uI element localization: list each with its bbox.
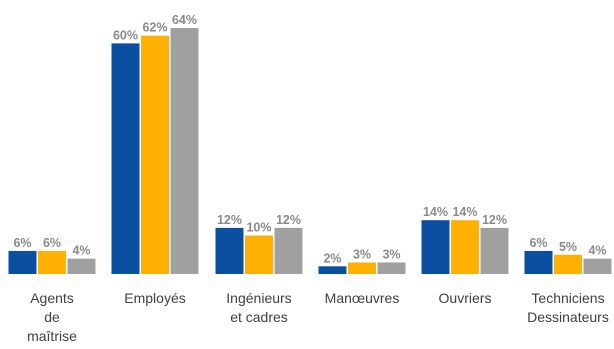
data-label-3-0: 2% [323,251,341,265]
bar-0-0 [8,250,37,274]
data-label-2-1: 10% [246,221,271,235]
category-label-line: Ingénieurs [226,290,291,306]
data-label-3-2: 3% [382,247,400,261]
data-label-5-2: 4% [588,244,606,258]
bar-3-1 [348,262,376,274]
data-label-1-1: 62% [142,21,167,35]
category-label-line: Dessinateurs [527,309,609,325]
data-label-4-0: 14% [423,205,448,219]
category-label-line: Ouvriers [439,290,492,306]
data-label-4-1: 14% [452,205,477,219]
category-label-line: Employés [124,290,185,306]
bar-3-0 [318,266,347,274]
category-label-1: Employés [124,290,185,306]
bar-2-2 [274,227,303,275]
bar-2-0 [215,227,244,275]
bar-1-2 [170,28,199,274]
bar-0-1 [38,250,66,274]
category-label-line: et cadres [230,309,288,325]
data-label-0-1: 6% [43,236,61,250]
bar-1-0 [111,43,140,275]
data-label-0-0: 6% [13,236,31,250]
category-label-line: Manœuvres [325,290,400,306]
category-label-line: de [44,309,60,325]
category-label-2: Ingénieurs et cadres [226,290,291,325]
bar-1-1 [141,35,169,274]
data-label-5-0: 6% [529,236,547,250]
data-label-1-0: 60% [113,28,138,42]
category-label-line: Techniciens [531,290,604,306]
data-label-3-1: 3% [353,247,371,261]
bar-5-0 [524,250,553,274]
category-label-0: Agents de maîtrise [27,290,77,344]
bar-5-2 [583,258,612,275]
bar-2-1 [245,235,273,274]
bar-4-1 [451,220,479,274]
bar-3-2 [377,262,406,274]
bar-4-0 [421,220,450,274]
bar-0-2 [67,258,96,275]
category-label-5: Techniciens Dessinateurs [527,290,609,325]
category-label-4: Ouvriers [439,290,492,306]
bar-4-2 [480,227,509,275]
data-label-1-2: 64% [172,13,197,27]
bar-5-1 [554,254,582,274]
data-label-5-1: 5% [559,240,577,254]
data-label-0-2: 4% [72,244,90,258]
category-label-3: Manœuvres [325,290,400,306]
data-label-2-2: 12% [276,213,301,227]
data-label-4-2: 12% [482,213,507,227]
data-label-2-0: 12% [217,213,242,227]
category-label-line: Agents [30,290,74,306]
category-label-line: maîtrise [27,328,77,344]
